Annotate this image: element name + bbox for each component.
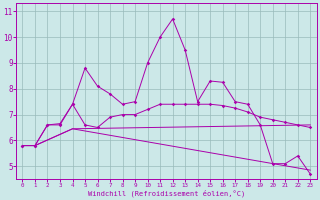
X-axis label: Windchill (Refroidissement éolien,°C): Windchill (Refroidissement éolien,°C) — [88, 189, 245, 197]
